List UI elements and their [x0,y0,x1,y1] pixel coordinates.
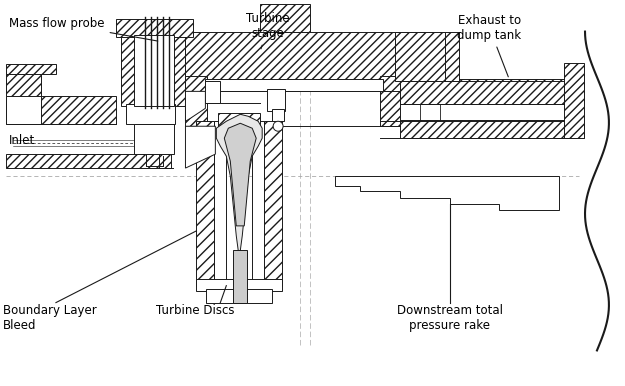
Bar [6,96,116,124]
Bar [206,80,382,91]
Bar [272,109,284,121]
Bar [121,35,186,106]
Text: Inlet: Inlet [9,134,36,147]
Circle shape [273,121,283,131]
Bar [6,74,41,124]
Polygon shape [186,126,216,168]
Bar [134,35,174,106]
Polygon shape [335,176,559,210]
Bar [395,32,444,81]
Bar [6,154,171,168]
Bar [206,81,221,103]
Bar [6,74,41,96]
Bar [134,124,174,154]
Polygon shape [186,91,206,121]
Polygon shape [216,114,262,251]
Bar [126,104,176,124]
Text: Turbine
stage: Turbine stage [246,12,290,49]
Text: Downstream total
pressure rake: Downstream total pressure rake [396,304,502,332]
Text: Exhaust to
dump tank: Exhaust to dump tank [458,14,521,77]
Polygon shape [224,123,256,226]
Text: Mass flow probe: Mass flow probe [9,17,158,41]
Text: Boundary Layer
Bleed: Boundary Layer Bleed [3,304,97,332]
Bar [116,19,193,37]
Bar [186,76,208,126]
Bar [206,289,272,303]
Bar [264,121,282,286]
Bar [260,4,310,32]
Bar [214,121,226,286]
Bar [564,63,584,138]
Bar [186,32,399,81]
Bar [399,32,459,81]
Bar [253,121,264,286]
Bar [267,90,285,111]
Bar [233,250,248,303]
Bar [399,80,584,104]
Bar [399,120,584,138]
Bar [196,121,214,286]
Bar [218,113,260,128]
Bar [196,279,282,291]
Text: Turbine Discs: Turbine Discs [156,304,234,317]
Bar [380,76,399,126]
Bar [6,64,56,74]
